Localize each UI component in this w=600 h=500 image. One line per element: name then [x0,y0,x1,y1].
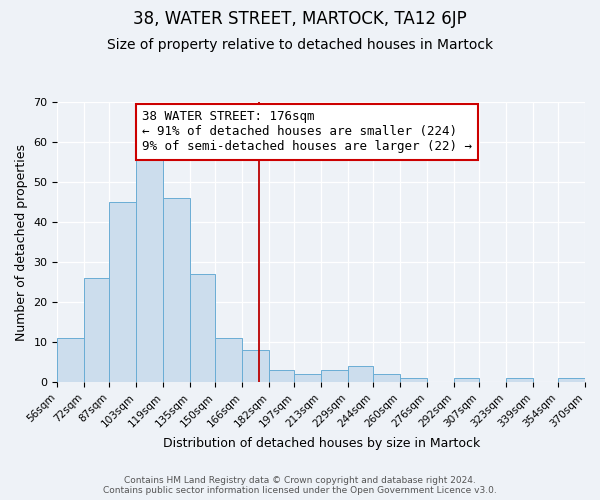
Y-axis label: Number of detached properties: Number of detached properties [15,144,28,340]
Text: Size of property relative to detached houses in Martock: Size of property relative to detached ho… [107,38,493,52]
Bar [190,274,215,382]
Bar [454,378,479,382]
Bar [58,338,84,382]
Text: Contains HM Land Registry data © Crown copyright and database right 2024.
Contai: Contains HM Land Registry data © Crown c… [103,476,497,495]
Bar [269,370,295,382]
Text: 38, WATER STREET, MARTOCK, TA12 6JP: 38, WATER STREET, MARTOCK, TA12 6JP [133,10,467,28]
Bar [215,338,242,382]
Bar [321,370,348,382]
X-axis label: Distribution of detached houses by size in Martock: Distribution of detached houses by size … [163,437,480,450]
Bar [558,378,585,382]
Bar [373,374,400,382]
Bar [506,378,533,382]
Bar [348,366,373,382]
Bar [295,374,321,382]
Bar [400,378,427,382]
Bar [242,350,269,382]
Bar [109,202,136,382]
Text: 38 WATER STREET: 176sqm
← 91% of detached houses are smaller (224)
9% of semi-de: 38 WATER STREET: 176sqm ← 91% of detache… [142,110,472,154]
Bar [84,278,109,382]
Bar [136,154,163,382]
Bar [163,198,190,382]
